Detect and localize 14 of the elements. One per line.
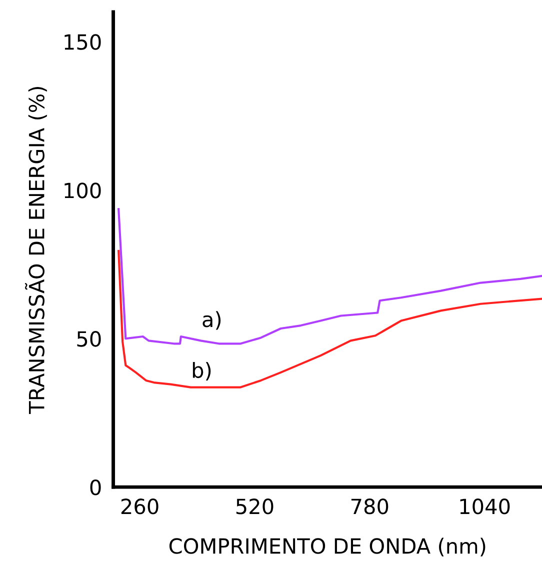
y-tick-label: 50	[77, 331, 101, 347]
y-tick-label: 100	[64, 182, 101, 198]
y-tick-label: 0	[90, 480, 101, 496]
x-tick-label: 1040	[460, 498, 510, 514]
line-series	[118, 208, 542, 345]
y-tick-label: 150	[64, 34, 101, 50]
x-tick-label: 260	[121, 498, 158, 514]
x-tick-label: 520	[236, 498, 274, 514]
x-tick-label: 780	[351, 498, 388, 514]
x-axis-title: COMPRIMENTO DE ONDA (nm)	[169, 538, 486, 556]
y-axis-title: TRANSMISSÃO DE ENERGIA (%)	[25, 86, 47, 414]
series-label: a)	[202, 311, 221, 330]
line-series	[118, 250, 542, 388]
series-label: b)	[192, 362, 211, 381]
